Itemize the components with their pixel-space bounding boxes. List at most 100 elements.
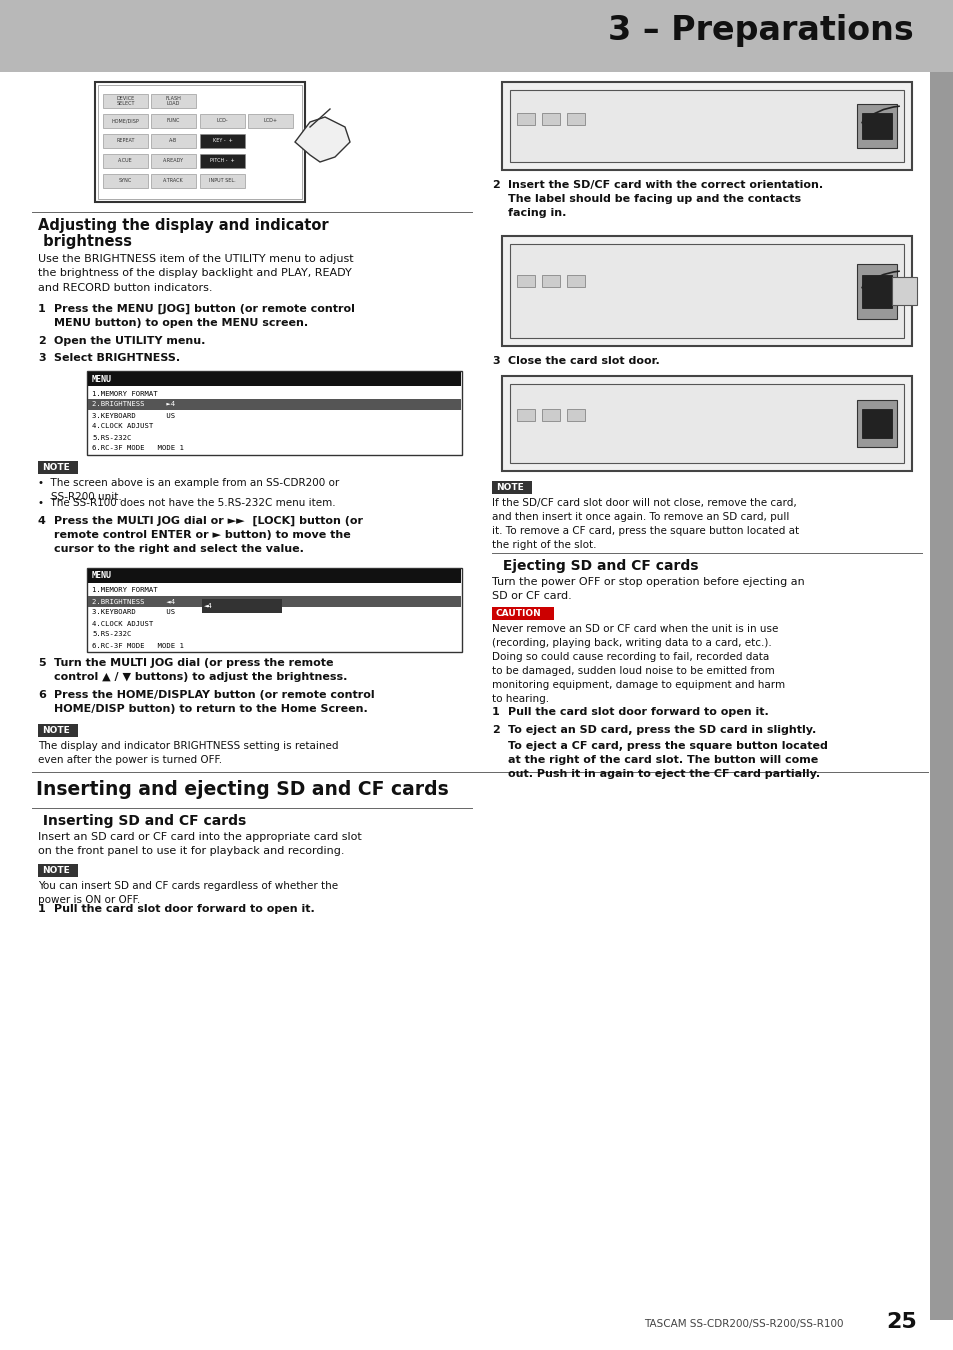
FancyBboxPatch shape [501,82,911,170]
Text: 6.RC-3F MODE   MODE 1: 6.RC-3F MODE MODE 1 [91,643,184,648]
FancyBboxPatch shape [566,409,584,421]
Text: NOTE: NOTE [42,463,70,472]
Text: ◄4: ◄4 [204,603,213,609]
Text: The display and indicator BRIGHTNESS setting is retained
even after the power is: The display and indicator BRIGHTNESS set… [38,741,338,765]
FancyBboxPatch shape [510,244,903,338]
Text: Insert an SD card or CF card into the appropriate card slot
on the front panel t: Insert an SD card or CF card into the ap… [38,832,361,856]
Text: 5: 5 [38,657,46,668]
Text: 4.CLOCK ADJUST: 4.CLOCK ADJUST [91,424,153,429]
Text: Use the BRIGHTNESS item of the UTILITY menu to adjust
the brightness of the disp: Use the BRIGHTNESS item of the UTILITY m… [38,254,354,293]
FancyBboxPatch shape [541,113,559,124]
FancyBboxPatch shape [541,274,559,286]
Text: A.READY: A.READY [163,158,184,163]
FancyBboxPatch shape [492,608,554,620]
FancyBboxPatch shape [95,82,305,202]
Text: Pull the card slot door forward to open it.: Pull the card slot door forward to open … [54,904,314,914]
FancyBboxPatch shape [151,174,195,188]
FancyBboxPatch shape [862,409,891,437]
Text: 5.RS-232C: 5.RS-232C [91,632,132,637]
Text: To eject a CF card, press the square button located
at the right of the card slo: To eject a CF card, press the square but… [507,741,827,779]
FancyBboxPatch shape [88,595,460,608]
FancyBboxPatch shape [517,409,535,421]
FancyBboxPatch shape [88,400,460,410]
Text: Turn the power OFF or stop operation before ejecting an
SD or CF card.: Turn the power OFF or stop operation bef… [492,576,804,601]
Text: 1: 1 [38,904,46,914]
Text: 3.KEYBOARD       US: 3.KEYBOARD US [91,609,175,616]
Text: INPUT SEL.: INPUT SEL. [209,178,235,184]
Text: 1.MEMORY FORMAT: 1.MEMORY FORMAT [91,390,157,397]
Text: 2: 2 [38,336,46,346]
Text: REPEAT: REPEAT [116,139,134,143]
FancyBboxPatch shape [856,263,896,319]
Text: 2.BRIGHTNESS     ►4: 2.BRIGHTNESS ►4 [91,401,175,408]
Text: 2: 2 [492,725,499,734]
FancyBboxPatch shape [87,568,461,652]
FancyBboxPatch shape [151,134,195,148]
Text: TASCAM SS-CDR200/SS-R200/SS-R100: TASCAM SS-CDR200/SS-R200/SS-R100 [644,1319,843,1328]
FancyBboxPatch shape [541,409,559,421]
FancyBboxPatch shape [566,113,584,124]
Text: Ejecting SD and CF cards: Ejecting SD and CF cards [497,559,698,572]
Text: A.TRACK: A.TRACK [163,178,184,184]
Text: Press the MENU [JOG] button (or remote control
MENU button) to open the MENU scr: Press the MENU [JOG] button (or remote c… [54,304,355,328]
FancyBboxPatch shape [891,277,916,305]
Text: Press the HOME/DISPLAY button (or remote control
HOME/DISP button) to return to : Press the HOME/DISPLAY button (or remote… [54,690,375,714]
Text: 1: 1 [492,707,499,717]
FancyBboxPatch shape [510,383,903,463]
FancyBboxPatch shape [202,599,282,613]
FancyBboxPatch shape [88,373,460,386]
FancyBboxPatch shape [103,154,148,167]
Text: FLASH
LOAD: FLASH LOAD [166,96,181,107]
Text: LCD-: LCD- [216,119,228,123]
FancyBboxPatch shape [103,134,148,148]
Text: SYNC: SYNC [119,178,132,184]
FancyBboxPatch shape [501,236,911,346]
Text: 6.RC-3F MODE   MODE 1: 6.RC-3F MODE MODE 1 [91,446,184,451]
FancyBboxPatch shape [151,95,195,108]
Text: 3: 3 [38,352,46,363]
Text: 3.KEYBOARD       US: 3.KEYBOARD US [91,413,175,418]
Text: KEY -  +: KEY - + [213,139,233,143]
FancyBboxPatch shape [510,90,903,162]
Text: 3: 3 [492,356,499,366]
Text: Select BRIGHTNESS.: Select BRIGHTNESS. [54,352,180,363]
Text: A.CUE: A.CUE [118,158,132,163]
FancyBboxPatch shape [200,154,245,167]
FancyBboxPatch shape [856,400,896,447]
Text: PITCH -  +: PITCH - + [210,158,234,163]
Text: A-B: A-B [170,139,177,143]
Text: DEVICE
SELECT: DEVICE SELECT [116,96,134,107]
FancyBboxPatch shape [517,113,535,124]
Polygon shape [294,117,350,162]
FancyBboxPatch shape [200,113,245,128]
FancyBboxPatch shape [200,174,245,188]
FancyBboxPatch shape [492,481,532,494]
Text: FUNC: FUNC [167,119,180,123]
FancyBboxPatch shape [517,274,535,286]
FancyBboxPatch shape [248,113,293,128]
Text: To eject an SD card, press the SD card in slightly.: To eject an SD card, press the SD card i… [507,725,816,734]
Text: Turn the MULTI JOG dial (or press the remote
control ▲ / ▼ buttons) to adjust th: Turn the MULTI JOG dial (or press the re… [54,657,347,682]
FancyBboxPatch shape [862,274,891,308]
Text: Close the card slot door.: Close the card slot door. [507,356,659,366]
Text: NOTE: NOTE [496,483,523,491]
FancyBboxPatch shape [38,724,78,737]
Text: 4.CLOCK ADJUST: 4.CLOCK ADJUST [91,621,153,626]
FancyBboxPatch shape [862,113,891,139]
Text: Adjusting the display and indicator: Adjusting the display and indicator [38,217,328,234]
FancyBboxPatch shape [87,371,461,455]
FancyBboxPatch shape [929,72,953,1320]
FancyBboxPatch shape [38,460,78,474]
Text: HOME/DISP: HOME/DISP [112,119,139,123]
Text: Press the MULTI JOG dial or ►►  [LOCK] button (or
remote control ENTER or ► butt: Press the MULTI JOG dial or ►► [LOCK] bu… [54,516,363,555]
Text: MENU: MENU [91,571,112,580]
FancyBboxPatch shape [103,113,148,128]
Text: 1.MEMORY FORMAT: 1.MEMORY FORMAT [91,587,157,594]
Text: Open the UTILITY menu.: Open the UTILITY menu. [54,336,205,346]
Text: MENU: MENU [91,374,112,383]
Text: Never remove an SD or CF card when the unit is in use
(recording, playing back, : Never remove an SD or CF card when the u… [492,624,784,703]
FancyBboxPatch shape [88,568,460,583]
Text: LCD+: LCD+ [263,119,277,123]
Text: 25: 25 [885,1312,917,1332]
Text: Inserting and ejecting SD and CF cards: Inserting and ejecting SD and CF cards [36,780,448,799]
